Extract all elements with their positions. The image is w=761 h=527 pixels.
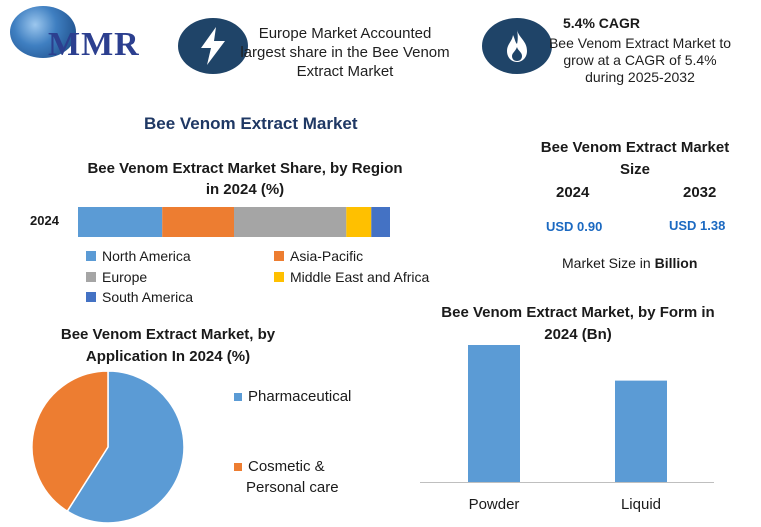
form-chart-title: Bee Venom Extract Market, by Form in 202… [441, 304, 715, 343]
badge-lightning [178, 18, 248, 74]
pie-slice-pharmaceutical [66, 370, 185, 524]
logo-text: MMR [48, 26, 140, 63]
bar-segment-south-america [371, 207, 390, 237]
bar-segment-asia-pacific [162, 207, 234, 237]
badge1-text: Europe Market Accounted largest share in… [240, 25, 450, 80]
badge-flame [482, 18, 552, 74]
flame-icon [507, 30, 527, 62]
market-size-value-2024: USD 0.90 [546, 219, 603, 234]
bar-segment-north-america [78, 207, 163, 237]
legend-south-america: South America [86, 289, 193, 305]
legend-swatch [86, 292, 96, 302]
region-chart-title: Bee Venom Extract Market Share, by Regio… [87, 160, 403, 198]
legend-pharmaceutical: Pharmaceutical [234, 388, 351, 405]
legend-swatch [86, 272, 96, 282]
legend-swatch [234, 392, 242, 401]
application-pie [31, 370, 185, 524]
legend-swatch [274, 251, 284, 261]
market-size-year-2032: 2032 [683, 184, 717, 201]
cagr-title: 5.4% CAGR [563, 15, 641, 31]
legend-middle-east-africa: Middle East and Africa [274, 269, 429, 285]
x-tick-label-liquid: Liquid [621, 496, 661, 513]
lightning-bolt-icon [201, 27, 225, 65]
legend-cosmetic: Cosmetic & Personal care [234, 456, 339, 498]
logo-globe-icon [10, 6, 76, 58]
legend-north-america: North America [86, 248, 191, 264]
legend-swatch [86, 251, 96, 261]
bar-segment-europe [234, 207, 347, 237]
region-stacked-bar [78, 207, 390, 237]
legend-swatch [274, 272, 284, 282]
bar-liquid [615, 380, 667, 482]
pie-slice-cosmetic-personal-care [31, 370, 109, 513]
application-chart-title: Bee Venom Extract Market, by Application… [60, 326, 276, 365]
market-size-note: Market Size in Billion [562, 255, 698, 271]
badge2-text: Bee Venom Extract Market to grow at a CA… [548, 35, 732, 85]
legend-asia-pacific: Asia-Pacific [274, 248, 363, 264]
market-size-value-2032: USD 1.38 [669, 218, 726, 233]
main-title: Bee Venom Extract Market [144, 114, 358, 133]
region-bar-category: 2024 [30, 213, 59, 228]
form-bar-chart: Powder Liquid [420, 345, 714, 513]
market-size-title: Bee Venom Extract Market Size [540, 139, 730, 178]
legend-swatch [234, 462, 242, 471]
legend-europe: Europe [86, 269, 147, 285]
bar-powder [468, 345, 520, 482]
market-size-year-2024: 2024 [556, 184, 590, 201]
x-tick-label-powder: Powder [469, 496, 520, 513]
bar-segment-middle-east-and-africa [346, 207, 372, 237]
